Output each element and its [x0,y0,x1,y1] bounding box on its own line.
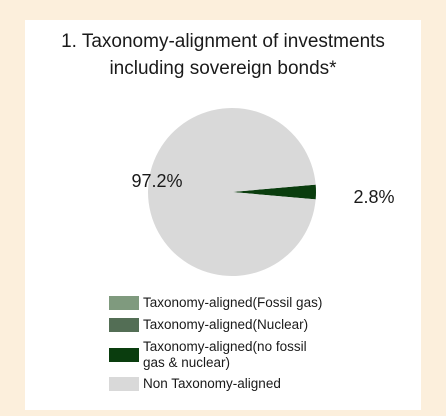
legend-swatch-no-fossil-gas-nuclear [109,348,139,362]
legend-item-no-fossil-gas-nuclear: Taxonomy-aligned(no fossil gas & nuclear… [109,339,322,371]
pie-slice-non-taxonomy-aligned [148,108,316,276]
legend-label-non-taxonomy-aligned: Non Taxonomy-aligned [143,376,281,391]
legend-swatch-non-taxonomy-aligned [109,377,139,391]
legend-label-no-fossil-gas-nuclear-line-1: Taxonomy-aligned(no fossil [143,339,307,354]
legend-item-fossil-gas: Taxonomy-aligned(Fossil gas) [109,295,322,311]
chart-legend: Taxonomy-aligned(Fossil gas) Taxonomy-al… [109,295,322,392]
chart-title-line-2: including sovereign bonds* [109,58,337,79]
legend-label-fossil-gas: Taxonomy-aligned(Fossil gas) [143,295,323,310]
data-label-non-taxonomy-aligned: 97.2% [131,171,182,191]
legend-label-no-fossil-gas-nuclear-line-2: gas & nuclear) [143,355,231,370]
chart-title: 1. Taxonomy-alignment of investments inc… [25,28,421,82]
legend-item-non-taxonomy-aligned: Non Taxonomy-aligned [109,376,322,392]
legend-item-nuclear: Taxonomy-aligned(Nuclear) [109,317,322,333]
legend-swatch-nuclear [109,318,139,332]
chart-panel: 1. Taxonomy-alignment of investments inc… [25,20,421,410]
chart-title-line-1: 1. Taxonomy-alignment of investments [61,31,385,52]
legend-label-nuclear: Taxonomy-aligned(Nuclear) [143,317,309,332]
data-label-no-fossil-gas-nuclear: 2.8% [353,187,394,207]
pie-chart: 97.2% 2.8% [131,108,395,276]
legend-swatch-fossil-gas [109,296,139,310]
pie-slice-taxonomy-aligned-no-fossil-gas-nuclear [232,184,316,200]
